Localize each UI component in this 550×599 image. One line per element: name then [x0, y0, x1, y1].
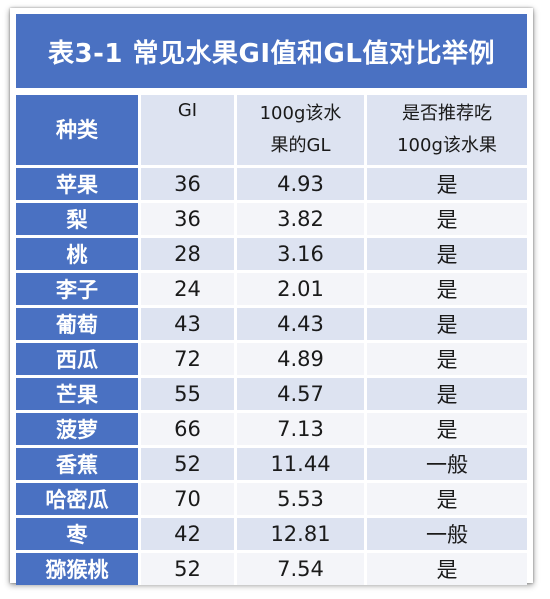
fruit-gl: 12.81	[234, 518, 364, 550]
table-row: 哈密瓜 70 5.53 是	[16, 483, 527, 515]
fruit-recommend: 是	[364, 273, 527, 305]
fruit-recommend: 一般	[364, 518, 527, 550]
table-row: 香蕉 52 11.44 一般	[16, 448, 527, 480]
table-row: 葡萄 43 4.43 是	[16, 308, 527, 340]
fruit-gl: 2.01	[234, 273, 364, 305]
table-row: 苹果 36 4.93 是	[16, 168, 527, 200]
fruit-gi: 36	[138, 168, 234, 200]
fruit-recommend: 是	[364, 238, 527, 270]
fruit-gi: 36	[138, 203, 234, 235]
header-gi: GI	[138, 95, 234, 165]
fruit-gi: 52	[138, 448, 234, 480]
fruit-recommend: 是	[364, 203, 527, 235]
fruit-name: 西瓜	[16, 343, 138, 375]
fruit-gi: 66	[138, 413, 234, 445]
fruit-name: 桃	[16, 238, 138, 270]
fruit-recommend: 是	[364, 483, 527, 515]
fruit-gi-gl-table: 种类 GI 100g该水 果的GL 是否推荐吃 100g该水果 苹果 36 4.…	[16, 92, 527, 588]
fruit-gi: 72	[138, 343, 234, 375]
fruit-gl: 3.82	[234, 203, 364, 235]
header-recommend-line2: 100g该水果	[397, 135, 497, 156]
fruit-gi: 42	[138, 518, 234, 550]
fruit-gl: 7.54	[234, 553, 364, 585]
fruit-name: 李子	[16, 273, 138, 305]
fruit-name: 猕猴桃	[16, 553, 138, 585]
header-recommend: 是否推荐吃 100g该水果	[364, 95, 527, 165]
header-gi-label: GI	[177, 100, 198, 121]
table-row: 桃 28 3.16 是	[16, 238, 527, 270]
fruit-gi: 28	[138, 238, 234, 270]
fruit-recommend: 是	[364, 308, 527, 340]
header-gl-line1: 100g该水	[259, 103, 342, 124]
fruit-gi: 70	[138, 483, 234, 515]
fruit-table-card: 表3-1 常见水果GI值和GL值对比举例 种类 GI 100g该水 果的GL 是…	[10, 8, 533, 585]
table-row: 菠萝 66 7.13 是	[16, 413, 527, 445]
fruit-name: 香蕉	[16, 448, 138, 480]
fruit-recommend: 是	[364, 168, 527, 200]
fruit-gi: 43	[138, 308, 234, 340]
header-category: 种类	[16, 95, 138, 165]
table-row: 芒果 55 4.57 是	[16, 378, 527, 410]
fruit-name: 哈密瓜	[16, 483, 138, 515]
fruit-recommend: 是	[364, 413, 527, 445]
fruit-gl: 11.44	[234, 448, 364, 480]
fruit-gl: 4.89	[234, 343, 364, 375]
fruit-name: 枣	[16, 518, 138, 550]
fruit-gl: 3.16	[234, 238, 364, 270]
fruit-name: 菠萝	[16, 413, 138, 445]
fruit-recommend: 一般	[364, 448, 527, 480]
fruit-name: 梨	[16, 203, 138, 235]
table-row: 西瓜 72 4.89 是	[16, 343, 527, 375]
fruit-gi: 55	[138, 378, 234, 410]
fruit-gl: 7.13	[234, 413, 364, 445]
fruit-gl: 4.43	[234, 308, 364, 340]
header-gl: 100g该水 果的GL	[234, 95, 364, 165]
fruit-gi: 24	[138, 273, 234, 305]
fruit-recommend: 是	[364, 343, 527, 375]
fruit-gl: 4.57	[234, 378, 364, 410]
table-row: 李子 24 2.01 是	[16, 273, 527, 305]
fruit-recommend: 是	[364, 378, 527, 410]
table-header-row: 种类 GI 100g该水 果的GL 是否推荐吃 100g该水果	[16, 95, 527, 165]
fruit-name: 苹果	[16, 168, 138, 200]
fruit-gi: 52	[138, 553, 234, 585]
fruit-recommend: 是	[364, 553, 527, 585]
table-row: 梨 36 3.82 是	[16, 203, 527, 235]
fruit-name: 芒果	[16, 378, 138, 410]
fruit-name: 葡萄	[16, 308, 138, 340]
table-row: 枣 42 12.81 一般	[16, 518, 527, 550]
fruit-gl: 5.53	[234, 483, 364, 515]
header-gl-line2: 果的GL	[270, 135, 331, 156]
fruit-gl: 4.93	[234, 168, 364, 200]
header-recommend-line1: 是否推荐吃	[402, 103, 492, 124]
table-title: 表3-1 常见水果GI值和GL值对比举例	[16, 14, 527, 88]
table-row: 猕猴桃 52 7.54 是	[16, 553, 527, 585]
